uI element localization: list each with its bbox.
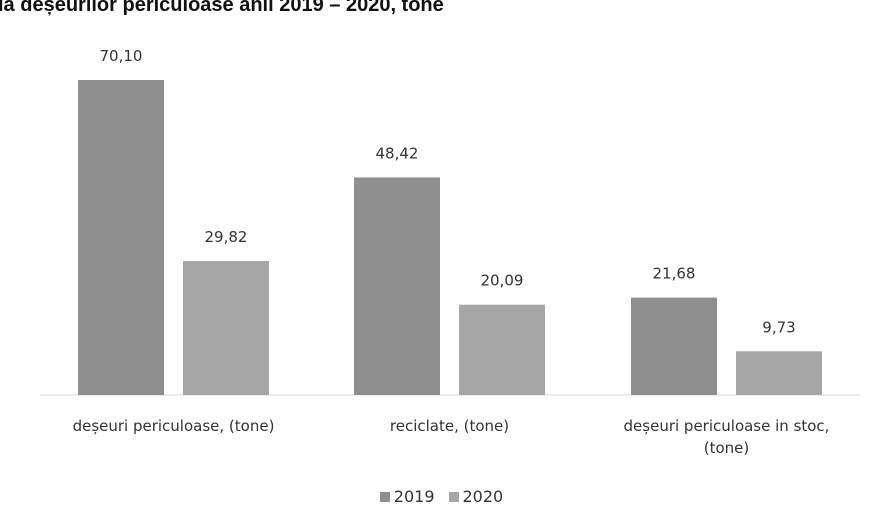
data-label-2019-2: 21,68 (653, 265, 696, 283)
category-label-0-0: deșeuri periculoase, (tone) (73, 417, 275, 435)
legend-item-2020: 2020 (448, 487, 504, 506)
data-label-2020-2: 9,73 (762, 318, 795, 336)
legend-swatch-2020 (448, 491, 459, 502)
category-label-2-1: (tone) (704, 439, 750, 457)
data-label-2020-0: 29,82 (205, 228, 248, 246)
data-label-2020-1: 20,09 (481, 272, 524, 290)
bar-2019-1 (354, 177, 440, 395)
legend-label-2020: 2020 (462, 487, 504, 506)
data-label-2019-1: 48,42 (376, 144, 419, 162)
legend-swatch-2019 (379, 491, 390, 502)
bar-2019-0 (78, 80, 164, 395)
legend-item-2019: 2019 (379, 487, 435, 506)
bar-2020-1 (459, 304, 545, 395)
category-label-2-0: deșeuri periculoase in stoc, (624, 417, 830, 435)
chart-title: ia deșeurilor periculoase anii 2019 – 20… (0, 0, 444, 16)
data-label-2019-0: 70,10 (100, 47, 143, 65)
legend-label-2019: 2019 (393, 487, 435, 506)
legend: 2019 2020 (0, 487, 883, 506)
category-label-1-0: reciclate, (tone) (390, 417, 509, 435)
bar-2019-2 (631, 297, 717, 395)
bar-2020-0 (183, 261, 269, 395)
bar-2020-2 (736, 351, 822, 395)
